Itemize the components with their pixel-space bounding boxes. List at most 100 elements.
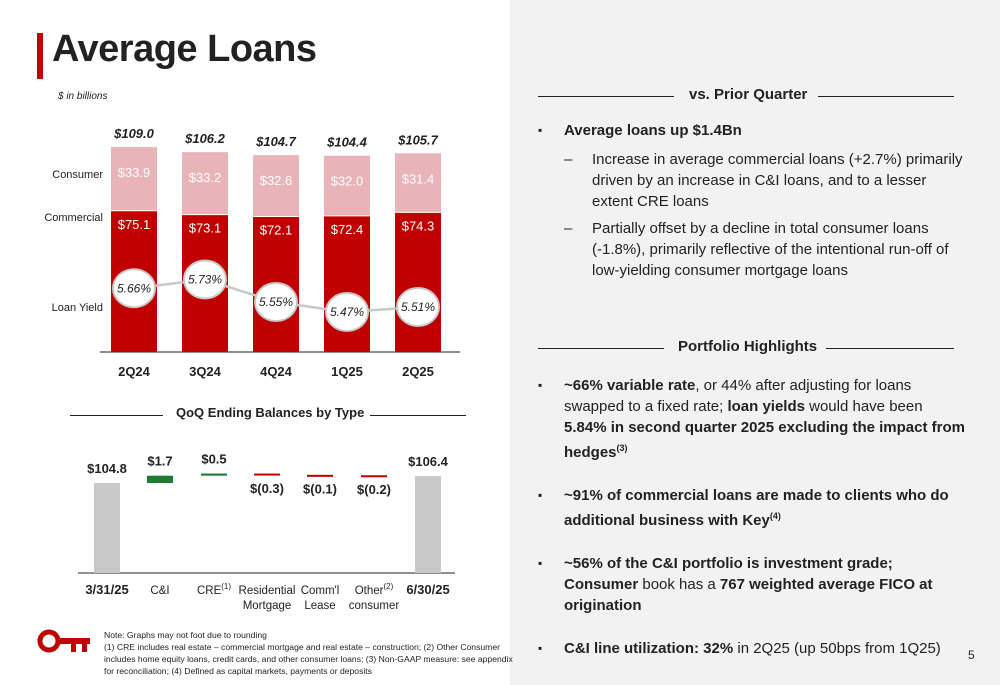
portfolio-title: Portfolio Highlights bbox=[678, 338, 818, 355]
commercial-label-4Q24: $72.1 bbox=[260, 222, 293, 237]
p3-bold-1: ~56% of the C&I portfolio is investment … bbox=[564, 555, 893, 593]
waterfall-bar-5 bbox=[361, 475, 387, 478]
waterfall-heading: QoQ Ending Balances by Type bbox=[70, 405, 466, 425]
footnote-line-2: (1) CRE includes real estate – commercia… bbox=[104, 642, 513, 676]
waterfall-bar-2 bbox=[201, 473, 227, 476]
commercial-bar-2Q25 bbox=[395, 212, 441, 352]
loan-yield-label-2Q25: 5.51% bbox=[401, 300, 435, 314]
p1-sup: (3) bbox=[616, 443, 628, 453]
waterfall-value-0: $104.8 bbox=[87, 461, 127, 476]
p1-text-2: would have been bbox=[804, 398, 923, 415]
loan-yield-marker-3Q24 bbox=[183, 259, 227, 300]
consumer-bar-3Q24 bbox=[182, 152, 228, 215]
key-logo-icon bbox=[37, 629, 90, 653]
qoq-waterfall-chart: $104.8 3/31/25 $1.7 C&I $0.5 CRE(1) $(0.3) Resi… bbox=[78, 452, 455, 612]
x-tick-2Q25: 2Q25 bbox=[402, 364, 434, 379]
consumer-label-1Q25: $32.0 bbox=[331, 174, 364, 189]
vs-prior-sub-2: – Partially offset by a decline in total … bbox=[564, 220, 949, 279]
loan-yield-label-2Q24: 5.66% bbox=[117, 281, 151, 295]
footnote-line-1: Note: Graphs may not foot due to roundin… bbox=[104, 630, 267, 640]
waterfall-category-5-line-0: Other(2) bbox=[355, 582, 394, 597]
page-number: 5 bbox=[968, 648, 975, 662]
loan-yield-marker-2Q25 bbox=[396, 287, 440, 327]
waterfall-title: QoQ Ending Balances by Type bbox=[176, 405, 365, 420]
total-label-4Q24: $104.7 bbox=[255, 134, 297, 149]
consumer-label-2Q24: $33.9 bbox=[118, 165, 151, 180]
loan-yield-marker-2Q24 bbox=[112, 268, 156, 309]
p3-bold-2: 767 weighted average FICO at origination bbox=[564, 576, 933, 614]
waterfall-bar-3 bbox=[254, 473, 280, 476]
vs-prior-title: vs. Prior Quarter bbox=[689, 86, 808, 103]
portfolio-bullet-1: ▪ ~66% variable rate, or 44% after adjust… bbox=[538, 377, 965, 461]
p2-bold: ~91% of commercial loans are made to cli… bbox=[564, 487, 949, 529]
commercial-row-label: Commercial bbox=[44, 212, 103, 224]
waterfall-value-1: $1.7 bbox=[147, 454, 172, 469]
waterfall-category-3-line-0: Residential bbox=[239, 585, 296, 597]
waterfall-category-3-line-1: Mortgage bbox=[243, 600, 292, 612]
consumer-label-2Q25: $31.4 bbox=[402, 171, 435, 186]
total-label-2Q25: $105.7 bbox=[397, 132, 439, 147]
p4-bold: C&I line utilization: 32% bbox=[564, 640, 734, 657]
footnote: Note: Graphs may not foot due to roundin… bbox=[104, 629, 514, 677]
vs-prior-main: Average loans up $1.4Bn bbox=[564, 122, 742, 139]
vs-prior-bullet: ▪ Average loans up $1.4Bn bbox=[538, 122, 742, 139]
waterfall-value-3: $(0.3) bbox=[250, 481, 284, 496]
vs-prior-bullets: ▪ Average loans up $1.4Bn – Increase in av… bbox=[538, 120, 968, 281]
waterfall-category-sup-2: (1) bbox=[221, 582, 231, 591]
vs-prior-sub-2-text: Partially offset by a decline in total c… bbox=[592, 220, 949, 279]
total-label-3Q24: $106.2 bbox=[184, 131, 226, 146]
waterfall-category-1-line-0: C&I bbox=[150, 585, 169, 597]
portfolio-bullets: ▪ ~66% variable rate, or 44% after adjust… bbox=[538, 375, 968, 659]
consumer-bar-1Q25 bbox=[324, 155, 370, 216]
total-label-1Q25: $104.4 bbox=[326, 135, 368, 150]
p1-bold-3: 5.84% in second quarter 2025 excluding t… bbox=[564, 419, 965, 461]
consumer-label-4Q24: $32.6 bbox=[260, 173, 293, 188]
loan-yield-label-1Q25: 5.47% bbox=[330, 305, 364, 319]
x-tick-4Q24: 4Q24 bbox=[260, 364, 293, 379]
right-panel bbox=[510, 0, 1000, 685]
waterfall-category-4-line-0: Comm'l bbox=[301, 585, 340, 597]
units-subtitle: $ in billions bbox=[58, 91, 108, 102]
waterfall-value-5: $(0.2) bbox=[357, 482, 391, 497]
x-tick-2Q24: 2Q24 bbox=[118, 364, 151, 379]
p1-bold-1: ~66% variable rate bbox=[564, 377, 696, 394]
p4-text: in 2Q25 (up 50bps from 1Q25) bbox=[733, 640, 941, 657]
waterfall-value-2: $0.5 bbox=[201, 452, 226, 467]
p1-text-1: , or 44% after adjusting for loans swapp… bbox=[564, 377, 912, 415]
waterfall-value-4: $(0.1) bbox=[303, 481, 337, 496]
vs-prior-sub-1-text: Increase in average commercial loans (+2… bbox=[592, 151, 963, 210]
x-tick-3Q24: 3Q24 bbox=[189, 364, 222, 379]
waterfall-category-4-line-1: Lease bbox=[304, 600, 335, 612]
p1-bold-2: loan yields bbox=[727, 398, 805, 415]
loan-yield-label-4Q24: 5.55% bbox=[259, 295, 293, 309]
waterfall-category-0-line-0: 3/31/25 bbox=[85, 582, 128, 597]
consumer-label-3Q24: $33.2 bbox=[189, 170, 222, 185]
commercial-label-2Q24: $75.1 bbox=[118, 217, 151, 232]
portfolio-bullet-3: ▪ ~56% of the C&I portfolio is investment… bbox=[538, 555, 933, 614]
loan-yield-row-label: Loan Yield bbox=[52, 302, 103, 314]
portfolio-bullet-2: ▪ ~91% of commercial loans are made to cl… bbox=[538, 487, 949, 529]
vs-prior-sub-1: – Increase in average commercial loans (+… bbox=[564, 151, 963, 210]
waterfall-bar-4 bbox=[307, 474, 333, 477]
portfolio-heading: Portfolio Highlights bbox=[538, 338, 954, 358]
consumer-bar-2Q25 bbox=[395, 153, 441, 213]
consumer-bar-2Q24 bbox=[111, 147, 157, 211]
vs-prior-heading: vs. Prior Quarter bbox=[538, 86, 954, 106]
commercial-label-3Q24: $73.1 bbox=[189, 221, 222, 236]
consumer-row-label: Consumer bbox=[52, 169, 103, 181]
p3-text-1: book has a bbox=[638, 576, 720, 593]
loan-yield-label-3Q24: 5.73% bbox=[188, 273, 222, 287]
commercial-label-1Q25: $72.4 bbox=[331, 222, 364, 237]
page-title: Average Loans bbox=[52, 28, 317, 70]
waterfall-category-sup-5: (2) bbox=[383, 582, 393, 591]
loan-yield-marker-1Q25 bbox=[325, 292, 369, 332]
title-accent-bar bbox=[37, 33, 43, 79]
loan-yield-marker-4Q24 bbox=[254, 282, 298, 322]
waterfall-bar-6 bbox=[415, 476, 441, 573]
waterfall-bar-0 bbox=[94, 483, 120, 573]
x-tick-1Q25: 1Q25 bbox=[331, 364, 363, 379]
waterfall-category-2-line-0: CRE(1) bbox=[197, 582, 231, 597]
p2-sup: (4) bbox=[769, 511, 781, 521]
waterfall-bar-1 bbox=[147, 475, 173, 483]
waterfall-value-6: $106.4 bbox=[408, 454, 449, 469]
